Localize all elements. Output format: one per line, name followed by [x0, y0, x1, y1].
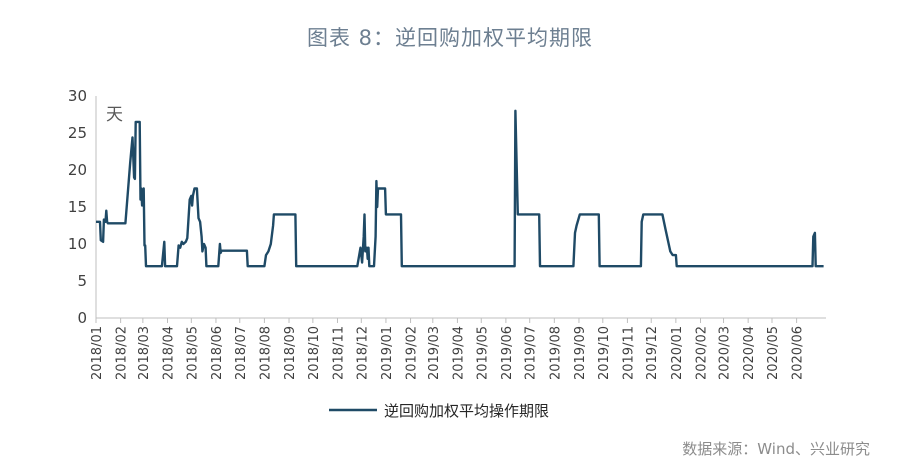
y-tick-labels: 0 5 10 15 20 25 30 [68, 87, 87, 327]
x-tick-label: 2018/09 [283, 326, 298, 380]
x-tick-labels: 2018/01 2018/02 2018/03 2018/04 2018/05 2018/… [90, 318, 806, 380]
x-tick-label: 2018/12 [355, 326, 370, 380]
series-line [96, 109, 824, 268]
x-tick-label: 2020/03 [718, 326, 733, 380]
x-tick-label: 2019/06 [500, 326, 515, 380]
x-tick-label: 2019/10 [597, 326, 612, 380]
x-tick-label: 2020/05 [766, 326, 781, 380]
axes [95, 96, 826, 319]
y-tick-label: 0 [77, 309, 87, 327]
x-tick-label: 2018/07 [234, 326, 249, 380]
x-tick-label: 2019/09 [573, 326, 588, 380]
x-tick-label: 2018/03 [137, 326, 152, 380]
x-tick-label: 2019/11 [621, 326, 636, 380]
x-tick-label: 2020/01 [670, 326, 685, 380]
x-tick-label: 2020/02 [694, 326, 709, 380]
x-tick-label: 2019/07 [524, 326, 539, 380]
x-tick-label: 2018/02 [115, 326, 130, 380]
y-tick-label: 20 [68, 161, 87, 179]
legend-label: 逆回购加权平均操作期限 [384, 402, 549, 420]
y-tick-label: 30 [68, 87, 87, 105]
x-tick-label: 2020/04 [742, 326, 757, 380]
y-tick-label: 5 [77, 272, 87, 290]
x-tick-label: 2019/12 [645, 326, 660, 380]
y-tick-label: 25 [68, 124, 87, 142]
source-note: 数据来源：Wind、兴业研究 [682, 440, 870, 458]
x-tick-label: 2018/01 [90, 326, 105, 380]
legend: 逆回购加权平均操作期限 [329, 402, 549, 420]
y-tick-label: 15 [68, 198, 87, 216]
x-tick-label: 2019/05 [475, 326, 490, 380]
y-tick-label: 10 [68, 235, 87, 253]
x-tick-label: 2018/04 [161, 326, 176, 380]
x-tick-label: 2019/08 [548, 326, 563, 380]
chart-title: 图表 8：逆回购加权平均期限 [306, 26, 594, 50]
unit-label: 天 [106, 105, 123, 125]
x-tick-label: 2018/05 [185, 326, 200, 380]
x-tick-label: 2018/06 [210, 326, 225, 380]
x-tick-label: 2019/01 [380, 326, 395, 380]
x-tick-label: 2018/08 [258, 326, 273, 380]
x-tick-label: 2019/03 [427, 326, 442, 380]
x-tick-label: 2019/04 [451, 326, 466, 380]
x-tick-label: 2018/10 [307, 326, 322, 380]
x-tick-label: 2020/06 [791, 326, 806, 380]
x-tick-label: 2018/11 [331, 326, 346, 380]
x-tick-label: 2019/02 [405, 326, 420, 380]
